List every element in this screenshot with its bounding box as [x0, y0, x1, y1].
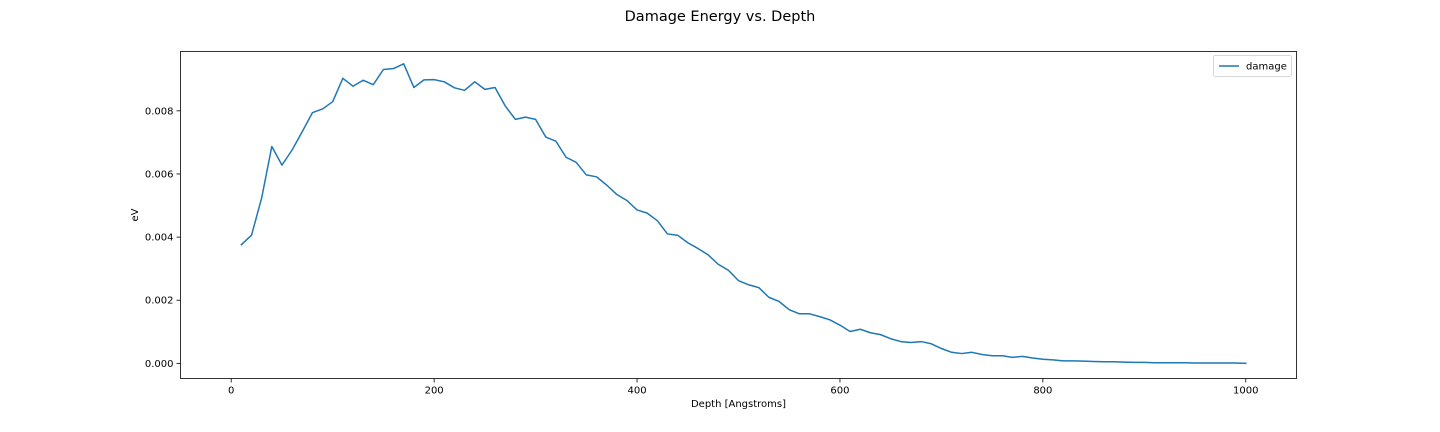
series-line-damage — [240, 63, 1247, 365]
legend: damage — [1213, 55, 1292, 77]
y-axis-label: eV — [130, 208, 141, 221]
x-tick-label: 800 — [1033, 386, 1052, 397]
x-tick-label: 400 — [627, 386, 646, 397]
x-axis-label: Depth [Angstroms] — [691, 399, 786, 410]
x-tick-label: 1000 — [1233, 386, 1258, 397]
chart-title: Damage Energy vs. Depth — [625, 9, 816, 25]
y-axis: 0.000 0.002 0.004 0.006 0.008 — [145, 106, 181, 370]
x-tick-label: 600 — [830, 386, 849, 397]
x-tick-label: 200 — [425, 386, 444, 397]
x-axis: 0 200 400 600 800 1000 — [228, 378, 1258, 397]
y-tick-label: 0.002 — [145, 296, 174, 307]
legend-label-damage: damage — [1246, 62, 1287, 73]
y-tick-label: 0.000 — [145, 359, 174, 370]
x-tick-label: 0 — [228, 386, 234, 397]
y-tick-label: 0.006 — [145, 169, 174, 180]
legend-box — [1213, 55, 1292, 77]
y-tick-label: 0.004 — [145, 233, 174, 244]
plot-area — [240, 63, 1247, 365]
axes-frame — [180, 51, 1297, 379]
y-tick-label: 0.008 — [145, 106, 174, 117]
